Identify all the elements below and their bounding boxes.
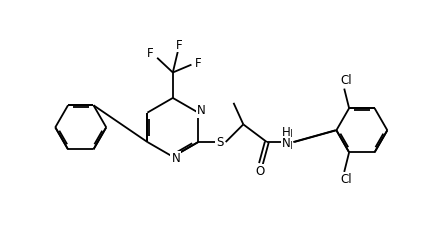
Text: N: N <box>282 138 291 150</box>
Text: S: S <box>216 135 223 149</box>
Text: H: H <box>282 126 291 139</box>
Text: O: O <box>255 165 265 178</box>
Text: F: F <box>147 47 153 60</box>
Text: Cl: Cl <box>340 173 352 186</box>
Text: F: F <box>195 57 201 70</box>
Text: Cl: Cl <box>340 74 352 87</box>
Text: N: N <box>197 104 206 117</box>
Text: N: N <box>171 152 180 165</box>
Text: F: F <box>176 39 182 52</box>
Text: H
N: H N <box>285 129 292 151</box>
